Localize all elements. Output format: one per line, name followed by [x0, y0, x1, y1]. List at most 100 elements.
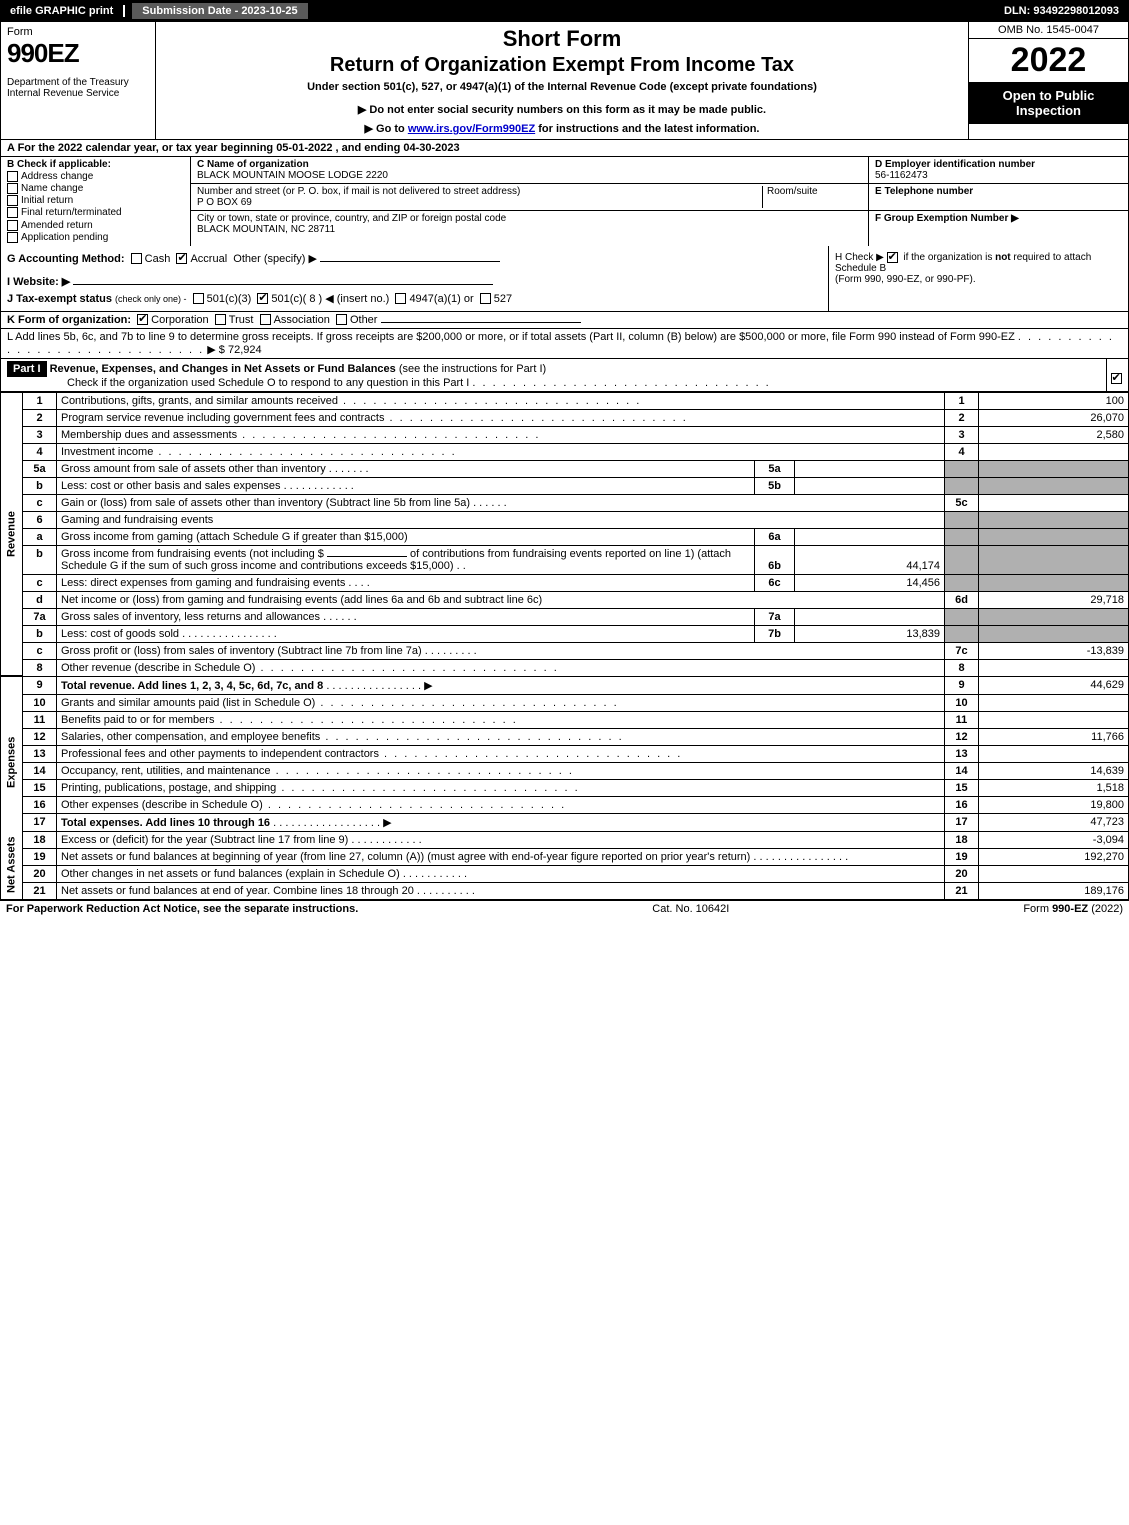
- ssn-warning: ▶ Do not enter social security numbers o…: [162, 103, 962, 116]
- line-6a: a Gross income from gaming (attach Sched…: [1, 528, 1129, 545]
- 6b-contrib-amount[interactable]: [327, 556, 407, 557]
- part1-dots: [472, 377, 770, 389]
- d-ein-row: D Employer identification number 56-1162…: [869, 157, 1128, 184]
- org-street: P O BOX 69: [197, 197, 252, 208]
- line-6d: d Net income or (loss) from gaming and f…: [1, 591, 1129, 608]
- footer-mid: Cat. No. 10642I: [358, 903, 1023, 915]
- column-g-i-j: G Accounting Method: Cash Accrual Other …: [1, 246, 828, 311]
- column-h: H Check ▶ if the organization is not req…: [828, 246, 1128, 311]
- row-g-h: G Accounting Method: Cash Accrual Other …: [0, 246, 1129, 312]
- chk-schedule-b[interactable]: [887, 252, 898, 263]
- form-word: Form: [7, 26, 149, 38]
- website-line[interactable]: [73, 284, 493, 285]
- ein-value: 56-1162473: [875, 170, 928, 181]
- header-right: OMB No. 1545-0047 2022 Open to Public In…: [968, 22, 1128, 139]
- line-13: 13 Professional fees and other payments …: [1, 745, 1129, 762]
- line-19: 19 Net assets or fund balances at beginn…: [1, 848, 1129, 865]
- part1-table: Revenue 1 Contributions, gifts, grants, …: [0, 392, 1129, 900]
- chk-501c3[interactable]: [193, 293, 204, 304]
- form-990ez: efile GRAPHIC print Submission Date - 20…: [0, 0, 1129, 917]
- form-number: 990EZ: [7, 38, 149, 69]
- org-city: BLACK MOUNTAIN, NC 28711: [197, 224, 335, 235]
- line-17: 17 Total expenses. Add lines 10 through …: [1, 813, 1129, 831]
- l-arrow: ▶: [207, 344, 215, 356]
- c-city-label: City or town, state or province, country…: [197, 213, 506, 224]
- dln-label: DLN: 93492298012093: [994, 5, 1129, 17]
- footer-left: For Paperwork Reduction Act Notice, see …: [6, 903, 358, 915]
- h-text2: if the organization is: [903, 252, 995, 263]
- c-city-row: City or town, state or province, country…: [191, 211, 868, 237]
- goto-link[interactable]: www.irs.gov/Form990EZ: [408, 123, 535, 135]
- goto-line: ▶ Go to www.irs.gov/Form990EZ for instru…: [162, 122, 962, 135]
- side-expenses: Expenses: [1, 694, 23, 831]
- chk-501c[interactable]: [257, 293, 268, 304]
- other-specify-line[interactable]: [320, 261, 500, 262]
- chk-cash[interactable]: [131, 253, 142, 264]
- line-4: 4 Investment income 4: [1, 443, 1129, 460]
- l1-rn: 1: [945, 392, 979, 409]
- line-8: 8 Other revenue (describe in Schedule O)…: [1, 659, 1129, 676]
- part1-title-cell: Part I Revenue, Expenses, and Changes in…: [1, 359, 1106, 391]
- chk-part1-schedo[interactable]: [1111, 373, 1122, 384]
- tax-year: 2022: [969, 39, 1128, 82]
- i-website: I Website: ▶: [7, 275, 822, 288]
- line-3: 3 Membership dues and assessments 3 2,58…: [1, 426, 1129, 443]
- side-revenue: Revenue: [1, 392, 23, 676]
- chk-final-return[interactable]: Final return/terminated: [7, 207, 184, 218]
- c-street-row: Number and street (or P. O. box, if mail…: [191, 184, 868, 211]
- l1-text: Contributions, gifts, grants, and simila…: [57, 392, 945, 409]
- chk-trust[interactable]: [215, 314, 226, 325]
- e-phone-label: E Telephone number: [875, 186, 973, 197]
- chk-name-change[interactable]: Name change: [7, 183, 184, 194]
- l1-rv: 100: [979, 392, 1129, 409]
- submission-date: Submission Date - 2023-10-25: [131, 2, 308, 20]
- chk-application-pending[interactable]: Application pending: [7, 232, 184, 243]
- room-suite-label: Room/suite: [767, 186, 818, 197]
- line-12: 12 Salaries, other compensation, and emp…: [1, 728, 1129, 745]
- l1-num: 1: [23, 392, 57, 409]
- column-def: D Employer identification number 56-1162…: [868, 157, 1128, 246]
- h-text4: (Form 990, 990-EZ, or 990-PF).: [835, 274, 976, 285]
- chk-accrual[interactable]: [176, 253, 187, 264]
- topbar: efile GRAPHIC print Submission Date - 20…: [0, 0, 1129, 22]
- l-text: L Add lines 5b, 6c, and 7b to line 9 to …: [7, 331, 1015, 343]
- line-14: 14 Occupancy, rent, utilities, and maint…: [1, 762, 1129, 779]
- line-18: Net Assets 18 Excess or (deficit) for th…: [1, 831, 1129, 848]
- chk-other-org[interactable]: [336, 314, 347, 325]
- footer-right: Form 990-EZ (2022): [1023, 903, 1123, 915]
- part1-title: Revenue, Expenses, and Changes in Net As…: [50, 363, 396, 375]
- d-ein-label: D Employer identification number: [875, 159, 1035, 170]
- i-label: I Website: ▶: [7, 276, 70, 288]
- line-5a: 5a Gross amount from sale of assets othe…: [1, 460, 1129, 477]
- chk-amended-return[interactable]: Amended return: [7, 220, 184, 231]
- line-5b: b Less: cost or other basis and sales ex…: [1, 477, 1129, 494]
- chk-address-change[interactable]: Address change: [7, 171, 184, 182]
- line-21: 21 Net assets or fund balances at end of…: [1, 882, 1129, 899]
- goto-suffix: for instructions and the latest informat…: [535, 123, 759, 135]
- line-6: 6 Gaming and fundraising events: [1, 511, 1129, 528]
- chk-corporation[interactable]: [137, 314, 148, 325]
- c-street-label: Number and street (or P. O. box, if mail…: [197, 186, 520, 197]
- header-mid: Short Form Return of Organization Exempt…: [156, 22, 968, 139]
- side-netassets: Net Assets: [1, 831, 23, 899]
- part1-tag: Part I: [7, 361, 47, 377]
- row-l: L Add lines 5b, 6c, and 7b to line 9 to …: [0, 329, 1129, 359]
- k-label: K Form of organization:: [7, 314, 131, 326]
- line-7a: 7a Gross sales of inventory, less return…: [1, 608, 1129, 625]
- other-org-line[interactable]: [381, 322, 581, 323]
- line-6b: b Gross income from fundraising events (…: [1, 545, 1129, 574]
- short-form-label: Short Form: [162, 26, 962, 52]
- chk-initial-return[interactable]: Initial return: [7, 195, 184, 206]
- j-sub: (check only one) -: [115, 294, 187, 304]
- chk-527[interactable]: [480, 293, 491, 304]
- chk-association[interactable]: [260, 314, 271, 325]
- part1-header-row: Part I Revenue, Expenses, and Changes in…: [0, 359, 1129, 392]
- chk-4947[interactable]: [395, 293, 406, 304]
- c-name-row: C Name of organization BLACK MOUNTAIN MO…: [191, 157, 868, 184]
- column-c: C Name of organization BLACK MOUNTAIN MO…: [191, 157, 868, 246]
- row-k: K Form of organization: Corporation Trus…: [0, 312, 1129, 329]
- form-subtitle: Under section 501(c), 527, or 4947(a)(1)…: [162, 81, 962, 93]
- section-b-to-f: B Check if applicable: Address change Na…: [0, 157, 1129, 246]
- f-group-row: F Group Exemption Number ▶: [869, 211, 1128, 237]
- c-name-label: C Name of organization: [197, 159, 309, 170]
